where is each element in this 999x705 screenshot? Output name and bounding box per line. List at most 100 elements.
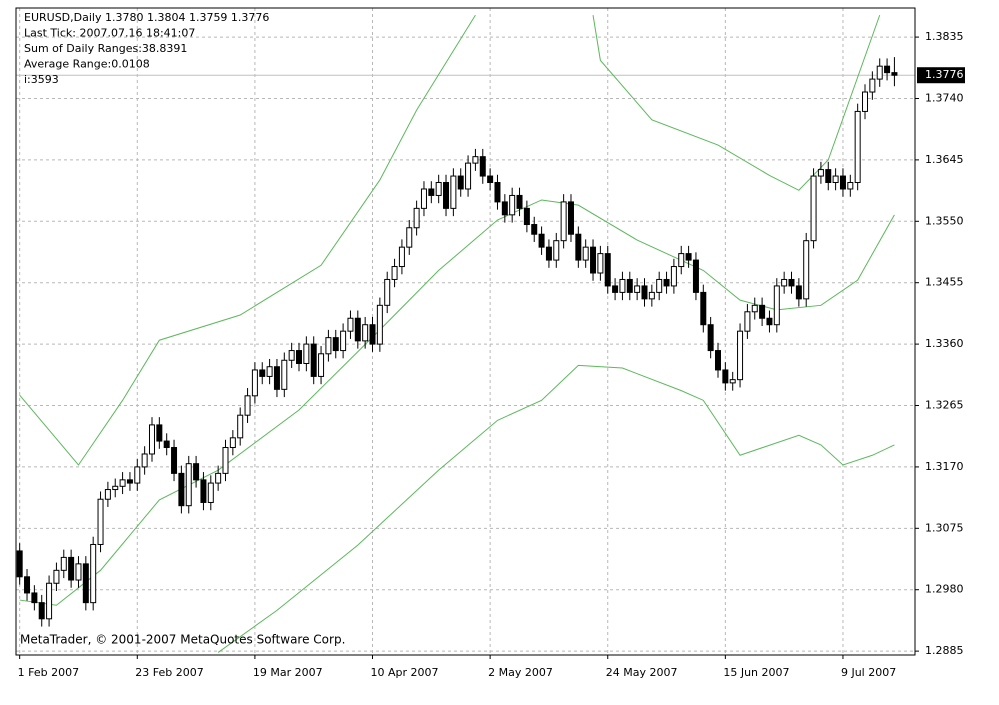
plot-frame (15, 7, 916, 656)
candle-body (869, 78, 876, 93)
candle-body (766, 317, 773, 326)
candle-body (810, 175, 817, 242)
candle-body (575, 233, 582, 261)
candle-body (567, 201, 574, 235)
candle-body (126, 479, 133, 484)
candle-body (259, 369, 266, 377)
candle-body (509, 194, 516, 216)
candle-body (597, 253, 604, 274)
candle-body (729, 379, 736, 384)
candle-body (376, 304, 383, 345)
candle-body (531, 224, 538, 235)
candle-body (38, 602, 45, 620)
candle-body (303, 343, 310, 364)
candle-body (685, 253, 692, 261)
candle-body (707, 324, 714, 352)
y-tick-label: 1.3835 (925, 30, 964, 43)
y-tick-label: 1.3170 (925, 460, 964, 473)
candle-body (832, 175, 839, 184)
candle-body (244, 395, 251, 416)
candle-body (663, 278, 670, 287)
candle-body (465, 162, 472, 190)
y-tick-label: 1.3455 (925, 276, 964, 289)
candle-body (817, 169, 824, 177)
candle-body (553, 240, 560, 261)
candle-body (751, 304, 758, 313)
candle-body (119, 479, 126, 487)
candle-body (207, 482, 214, 503)
candle-body (413, 207, 420, 229)
candle-body (759, 304, 766, 319)
candle-body (156, 424, 163, 442)
y-tick-label: 1.2885 (925, 644, 964, 657)
candle-body (891, 72, 898, 76)
candle-body (171, 447, 178, 474)
candle-body (296, 350, 303, 364)
candle-body (428, 188, 435, 196)
candle-body (612, 285, 619, 293)
candle-body (347, 317, 354, 332)
grid (16, 8, 915, 655)
candle-body (590, 246, 597, 274)
candle-body (75, 563, 82, 581)
candle-body (354, 317, 361, 342)
candle-body (839, 175, 846, 190)
axes: 1.2885 1.2980 1.3075 1.3170 1.3265 1.3360 1.34… (18, 30, 965, 679)
candle-body (310, 343, 317, 377)
candle-body (362, 324, 369, 342)
candle-body (112, 485, 119, 491)
x-tick-label: 19 Mar 2007 (253, 666, 323, 679)
candle-body (53, 569, 60, 584)
candle-body (178, 472, 185, 507)
candle-body (237, 414, 244, 439)
candle-body (634, 285, 641, 293)
candle-body (97, 498, 104, 545)
candle-body (523, 207, 530, 226)
info-line: Last Tick: 2007.07.16 18:41:07 (24, 27, 195, 40)
candle-body (854, 110, 861, 184)
info-line: Average Range:0.0108 (24, 58, 150, 71)
x-tick-label: 24 May 2007 (606, 666, 678, 679)
band-line (592, 14, 881, 191)
candle-body (781, 278, 788, 287)
candle-body (31, 592, 38, 604)
candle-body (795, 285, 802, 300)
candle-body (281, 359, 288, 390)
x-tick-label: 9 Jul 2007 (841, 666, 896, 679)
x-tick-label: 1 Feb 2007 (18, 666, 79, 679)
candle-body (876, 65, 883, 80)
y-tick-label: 1.2980 (925, 583, 964, 596)
candle-body (391, 266, 398, 280)
candle-body (134, 466, 141, 484)
candle-body (450, 175, 457, 209)
candle-body (692, 259, 699, 293)
candle-body (744, 311, 751, 332)
candle-body (825, 169, 832, 184)
candle-body (884, 65, 891, 74)
candle-body (788, 278, 795, 287)
candle-body (340, 330, 347, 352)
candle-body (222, 447, 229, 474)
info-line: EURUSD,Daily 1.3780 1.3804 1.3759 1.3776 (24, 11, 269, 24)
y-tick-label: 1.3740 (925, 91, 964, 104)
candles (16, 57, 898, 627)
candle-body (479, 156, 486, 177)
candle-body (700, 291, 707, 326)
current-price-label: 1.3776 (925, 68, 964, 81)
candle-body (560, 201, 567, 242)
y-tick-label: 1.3645 (925, 153, 964, 166)
candle-body (68, 556, 75, 581)
candle-body (215, 472, 222, 484)
x-tick-label: 15 Jun 2007 (723, 666, 789, 679)
candle-body (714, 350, 721, 371)
candle-body (656, 278, 663, 293)
candle-body (670, 266, 677, 287)
x-tick-label: 10 Apr 2007 (371, 666, 439, 679)
y-tick-label: 1.3550 (925, 214, 964, 227)
info-line: Sum of Daily Ranges:38.8391 (24, 42, 187, 55)
candle-body (148, 424, 155, 455)
candle-body (318, 353, 325, 377)
band-line (217, 364, 895, 653)
candle-body (46, 582, 53, 620)
